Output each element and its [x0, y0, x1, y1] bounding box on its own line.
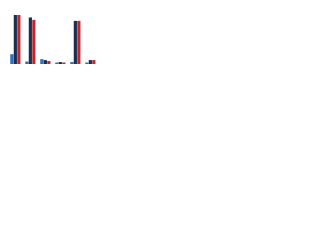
bar — [55, 62, 59, 64]
bar — [77, 20, 81, 65]
bar — [13, 15, 17, 64]
bar — [32, 19, 36, 64]
chart — [10, 15, 96, 65]
bar — [62, 62, 66, 64]
bar — [88, 60, 92, 64]
bar — [58, 62, 62, 64]
bar — [92, 60, 96, 64]
page: {"chart_data": {"type": "bar", "categori… — [0, 0, 100, 71]
bar — [10, 54, 14, 64]
bar — [28, 17, 32, 64]
bar — [17, 15, 21, 64]
bar — [47, 61, 51, 64]
bar — [70, 62, 74, 64]
bar — [43, 60, 47, 64]
bar — [25, 61, 29, 64]
bar — [73, 20, 77, 65]
bar — [40, 59, 44, 64]
bar — [85, 62, 89, 64]
